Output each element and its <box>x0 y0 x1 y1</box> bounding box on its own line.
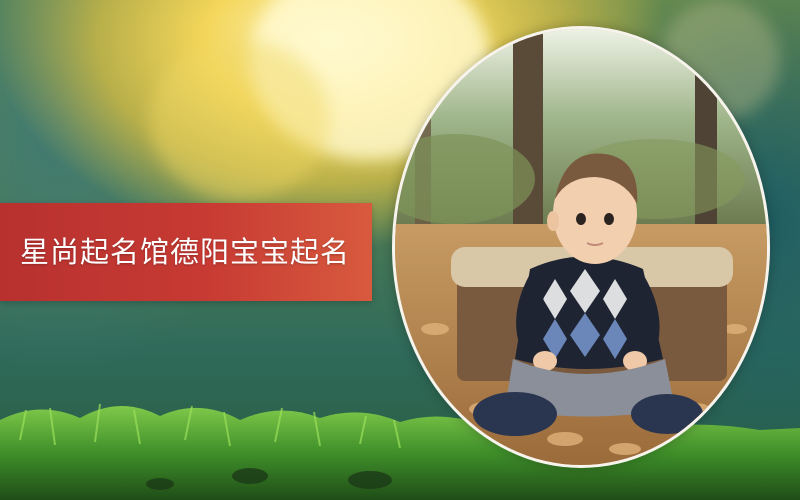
bokeh-light <box>150 40 330 200</box>
banner-title: 星尚起名馆德阳宝宝起名 <box>20 235 351 269</box>
title-banner <box>0 203 372 301</box>
baby-photo <box>395 29 767 465</box>
baby-photo-oval <box>392 26 770 468</box>
